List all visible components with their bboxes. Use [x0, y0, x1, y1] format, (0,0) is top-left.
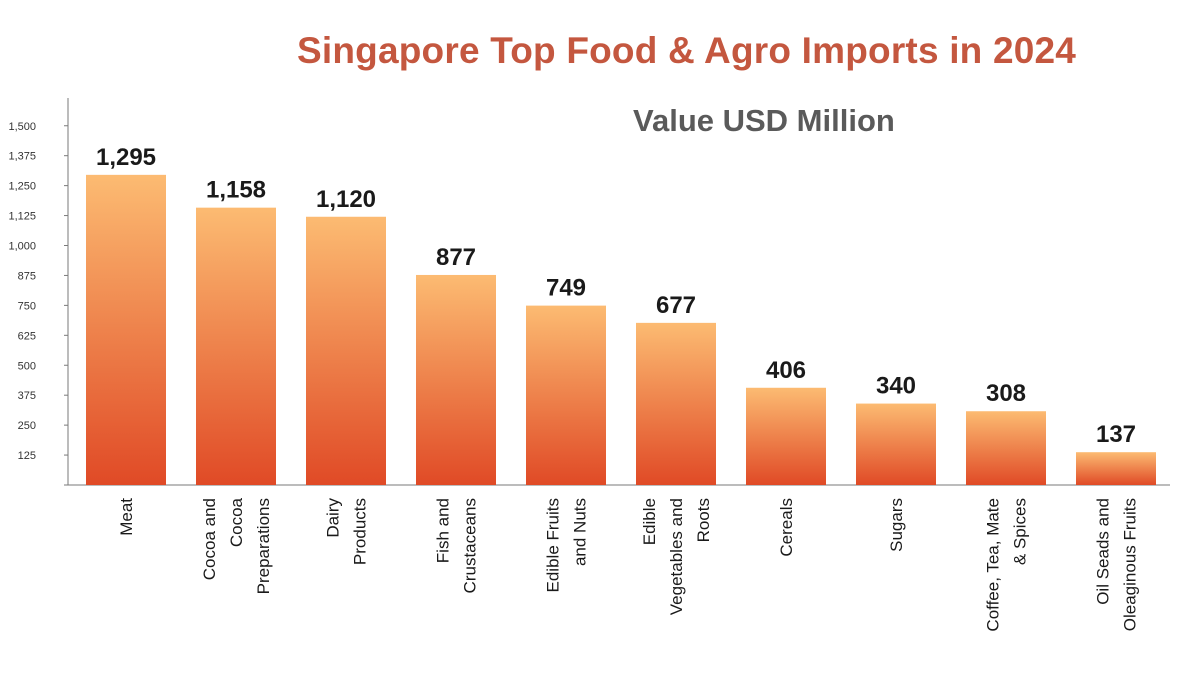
- category-label: Meat: [117, 498, 136, 536]
- bar: [856, 403, 936, 485]
- category-label: Vegetables and: [667, 498, 686, 615]
- category-label: Cereals: [777, 498, 796, 557]
- bar: [966, 411, 1046, 485]
- category-label: Dairy: [324, 498, 343, 538]
- bar: [306, 216, 386, 485]
- category-label: Cocoa: [227, 497, 246, 547]
- y-tick-label: 500: [18, 360, 36, 372]
- y-tick-label: 250: [18, 420, 36, 432]
- y-tick-label: 125: [18, 450, 36, 462]
- bar: [526, 305, 606, 485]
- y-tick-label: 1,375: [8, 151, 36, 163]
- category-label: Oil Seads and: [1094, 498, 1113, 605]
- category-label: Products: [351, 498, 370, 565]
- bar: [196, 207, 276, 485]
- axes: 125 250 375 500 625 750 875 1,000 1,125 1,250 1,37…: [8, 98, 1170, 486]
- bar: [86, 174, 166, 485]
- value-label: 308: [986, 380, 1026, 407]
- bar: [416, 274, 496, 485]
- bar: [1076, 452, 1156, 485]
- value-label: 1,295: [96, 144, 156, 171]
- category-label: Roots: [694, 498, 713, 542]
- chart-title: Singapore Top Food & Agro Imports in 202…: [297, 30, 1077, 71]
- value-label: 1,120: [316, 186, 376, 213]
- category-label: Cocoa and: [200, 498, 219, 580]
- category-label: Oleaginous Fruits: [1121, 498, 1140, 631]
- y-tick-label: 1,000: [8, 241, 36, 253]
- bars: [86, 174, 1156, 485]
- y-tick-label: 875: [18, 270, 36, 282]
- y-tick-label: 750: [18, 300, 36, 312]
- category-label: Crustaceans: [461, 498, 480, 593]
- value-label: 1,158: [206, 177, 266, 204]
- y-tick-label: 1,250: [8, 181, 36, 193]
- labels: 1,295 Meat 1,158 Cocoa and Cocoa Preparations…: [96, 144, 1140, 632]
- bar: [636, 322, 716, 485]
- category-label: Sugars: [887, 498, 906, 552]
- value-label: 340: [876, 373, 916, 400]
- y-tick-label: 1,500: [8, 121, 36, 133]
- value-label: 137: [1096, 421, 1136, 448]
- y-tick-label: 1,125: [8, 211, 36, 223]
- y-tick-label: 375: [18, 390, 36, 402]
- category-label: Preparations: [254, 498, 273, 594]
- category-label: Fish and: [434, 498, 453, 563]
- bar: [746, 387, 826, 485]
- value-label: 406: [766, 357, 806, 384]
- category-label: & Spices: [1011, 498, 1030, 565]
- value-label: 877: [436, 244, 476, 271]
- category-label: and Nuts: [571, 498, 590, 566]
- value-label: 677: [656, 292, 696, 319]
- value-label: 749: [546, 275, 586, 302]
- category-label: Edible: [640, 498, 659, 545]
- category-label: Coffee, Tea, Mate: [984, 498, 1003, 632]
- category-label: Edible Fruits: [544, 498, 563, 592]
- chart-subtitle: Value USD Million: [633, 103, 895, 138]
- y-tick-label: 625: [18, 330, 36, 342]
